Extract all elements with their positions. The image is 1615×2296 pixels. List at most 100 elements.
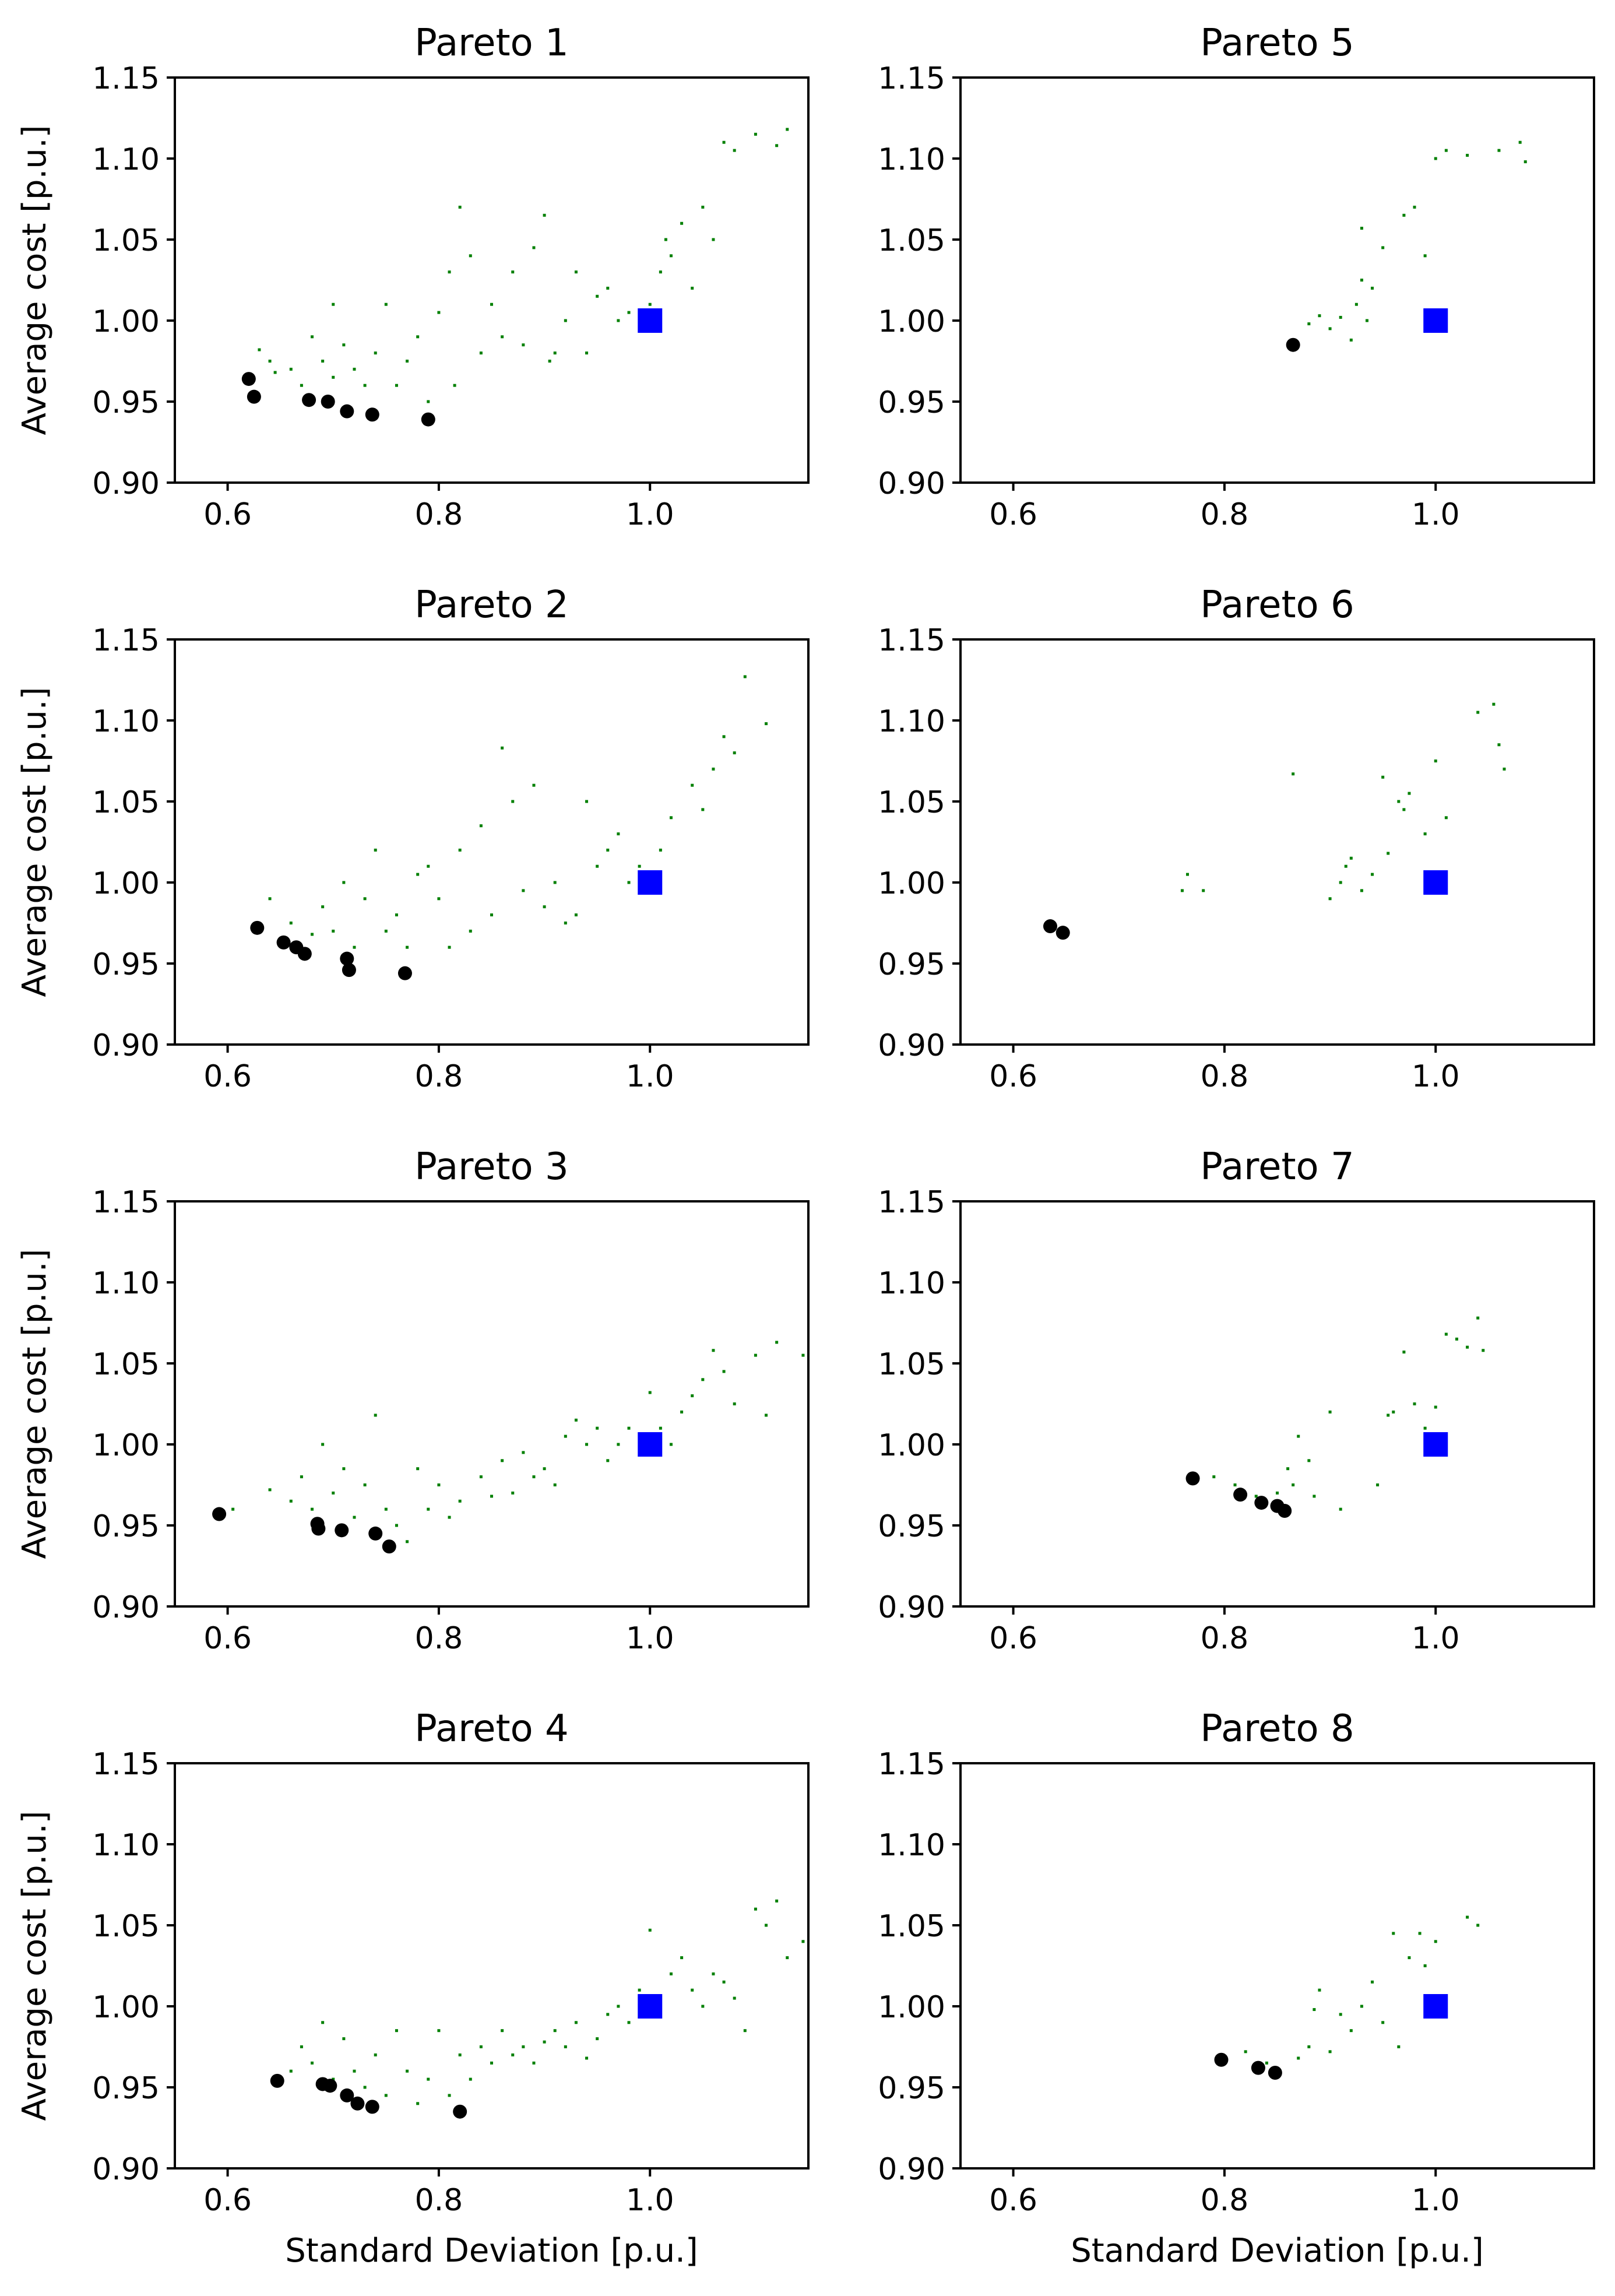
population-point: [427, 400, 430, 403]
subplot-6: 0.6 0.8 1.0 0.90 0.95 1.00 1.05 1.10 1.15 Pareto …: [878, 583, 1595, 1094]
pareto-point: [365, 2100, 379, 2114]
population-point: [1328, 1410, 1332, 1414]
pareto-point: [1268, 2065, 1282, 2080]
x-tick-label: 0.6: [203, 1059, 252, 1094]
population-point: [289, 1499, 293, 1503]
population-point: [733, 1402, 736, 1405]
population-point: [775, 144, 779, 147]
population-point: [574, 1418, 578, 1422]
population-point: [664, 238, 667, 241]
axes-frame: [959, 1200, 1595, 1608]
population-point: [416, 1467, 420, 1471]
population-point: [258, 348, 261, 351]
population-point: [363, 1483, 367, 1486]
y-axis-label: Average cost [p.u.]: [16, 1249, 54, 1559]
population-point: [363, 2086, 367, 2089]
population-point: [342, 2037, 346, 2041]
y-axis-label: Average cost [p.u.]: [16, 125, 54, 435]
population-point: [289, 367, 293, 371]
pareto-point: [323, 2079, 337, 2093]
plot-area: [1185, 1316, 1485, 1518]
population-point: [680, 1956, 684, 1960]
population-point: [332, 1491, 335, 1495]
pareto-point: [1254, 1496, 1269, 1510]
population-point: [553, 881, 557, 884]
y-tick-label: 1.10: [92, 1266, 160, 1301]
population-point: [669, 816, 673, 820]
population-point: [801, 1353, 805, 1357]
y-tick-label: 1.05: [92, 1909, 160, 1944]
pareto-point: [1055, 926, 1070, 940]
y-tick-label: 1.10: [92, 1828, 160, 1863]
population-point: [342, 881, 346, 884]
population-point: [786, 128, 789, 131]
y-tick-label: 0.90: [878, 466, 945, 501]
population-point: [553, 2029, 557, 2033]
population-point: [1444, 1332, 1448, 1336]
population-point: [384, 1507, 388, 1511]
population-point: [596, 864, 599, 868]
population-point: [300, 384, 303, 387]
population-point: [1402, 213, 1406, 217]
y-tick-label: 1.15: [878, 1747, 945, 1782]
axes-frame: [174, 1200, 810, 1608]
y-tick-label: 0.90: [92, 2152, 160, 2187]
population-point: [1402, 808, 1406, 811]
population-point: [775, 1899, 779, 1903]
population-point: [353, 2069, 356, 2073]
y-tick-label: 0.90: [92, 466, 160, 501]
population-point: [321, 1443, 325, 1446]
population-point: [1328, 897, 1332, 901]
population-point: [1233, 1483, 1237, 1486]
x-axis-label: Standard Deviation [p.u.]: [1071, 2232, 1484, 2270]
population-point: [1423, 254, 1427, 258]
population-point: [754, 1907, 757, 1911]
population-point: [1466, 1915, 1469, 1919]
y-tick-label: 1.15: [878, 623, 945, 658]
population-point: [1328, 327, 1332, 330]
subplot-title: Pareto 8: [1200, 1707, 1354, 1750]
population-point: [1423, 832, 1427, 836]
population-point: [1413, 1402, 1416, 1405]
reference-point: [1423, 1432, 1448, 1457]
pareto-point: [365, 407, 379, 422]
population-point: [659, 270, 662, 274]
population-point: [712, 767, 715, 771]
pareto-point: [340, 951, 354, 966]
population-point: [458, 848, 462, 852]
population-point: [1387, 852, 1390, 855]
y-tick-label: 1.05: [92, 223, 160, 258]
population-point: [754, 132, 757, 136]
population-point: [1344, 864, 1347, 868]
pareto-point: [397, 966, 412, 980]
y-tick-label: 0.95: [878, 385, 945, 420]
subplot-title: Pareto 6: [1200, 583, 1354, 627]
population-point: [1376, 1483, 1380, 1486]
population-point: [1254, 1495, 1258, 1498]
population-point: [648, 1391, 652, 1394]
population-point: [701, 1378, 705, 1381]
x-tick-label: 0.8: [1201, 1621, 1249, 1656]
reference-point: [638, 1432, 663, 1457]
population-point: [606, 2013, 610, 2016]
population-point: [1292, 772, 1295, 776]
population-point: [374, 1414, 377, 1417]
y-tick-label: 1.10: [92, 142, 160, 177]
subplot-2: 0.6 0.8 1.0 0.90 0.95 1.00 1.05 1.10 1.15 Pareto …: [16, 583, 810, 1094]
y-tick-label: 1.05: [878, 1347, 945, 1382]
pareto-point: [1214, 2052, 1229, 2067]
subplot-3: 0.6 0.8 1.0 0.90 0.95 1.00 1.05 1.10 1.15 Pareto …: [16, 1145, 810, 1656]
population-point: [522, 343, 525, 347]
population-point: [501, 1459, 504, 1462]
x-tick-label: 0.8: [415, 1621, 463, 1656]
population-point: [1418, 1932, 1422, 1935]
population-point: [1339, 315, 1342, 319]
population-point: [669, 1443, 673, 1446]
x-tick-label: 0.6: [203, 1621, 252, 1656]
population-point: [511, 800, 515, 803]
population-point: [1381, 2021, 1385, 2024]
population-point: [1360, 279, 1363, 282]
population-point: [701, 2005, 705, 2008]
population-point: [332, 929, 335, 933]
